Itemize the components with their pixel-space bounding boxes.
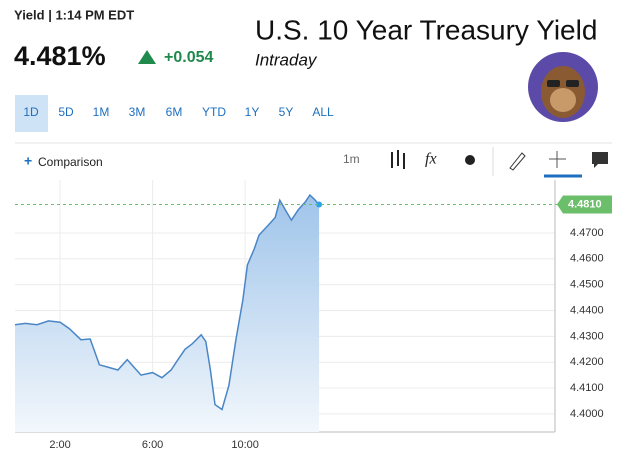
price: 4.481% (14, 41, 106, 71)
plot: 4.4000 4.4100 4.4200 4.4300 4.4400 4.4500 4.46… (14, 180, 612, 451)
x-tick-label: 6:00 (142, 439, 163, 451)
comparison-button[interactable]: Comparison (38, 155, 103, 169)
range-button[interactable]: 3M (129, 105, 146, 119)
y-tick-label: 4.4500 (570, 279, 604, 291)
change: +0.054 (164, 49, 213, 66)
range-active (15, 95, 48, 132)
y-tick-label: 4.4400 (570, 304, 604, 316)
interval-button[interactable]: 1m (343, 152, 360, 166)
range-button[interactable]: 5Y (279, 105, 294, 119)
y-tick-label: 4.4100 (570, 382, 604, 394)
area (15, 195, 320, 432)
draw-icon[interactable] (509, 152, 526, 171)
range-button[interactable]: 5D (58, 105, 74, 119)
y-tick-label: 4.4700 (570, 227, 604, 239)
range-button[interactable]: 1M (93, 105, 110, 119)
y-tick-label: 4.4600 (570, 253, 604, 265)
candles-icon[interactable] (391, 150, 405, 169)
y-tick-label: 4.4000 (570, 408, 604, 420)
note-icon[interactable] (592, 152, 608, 168)
y-tick-label: 4.4200 (570, 356, 604, 368)
last-value-label: 4.4810 (568, 198, 602, 210)
overlay-title: U.S. 10 Year Treasury Yield (255, 14, 597, 45)
line (14, 193, 320, 411)
plus-icon: + (24, 153, 32, 169)
avatar (528, 52, 598, 122)
range-button[interactable]: 6M (166, 105, 183, 119)
y-tick-label: 4.4300 (570, 330, 604, 342)
range-button[interactable]: 1D (23, 105, 39, 119)
range-button[interactable]: 1Y (245, 105, 260, 119)
x-tick-label: 2:00 (49, 439, 70, 451)
last-point (316, 201, 323, 208)
up-arrow (138, 50, 156, 64)
x-tick-label: 10:00 (231, 439, 259, 451)
range-button[interactable]: ALL (312, 105, 334, 119)
range-button[interactable]: YTD (202, 105, 226, 119)
function-button[interactable]: fx (425, 151, 437, 168)
status: Yield | 1:14 PM EDT (14, 7, 134, 22)
last-value-tag (557, 195, 612, 214)
overlay-subtitle: Intraday (255, 50, 318, 69)
settings-icon[interactable] (465, 155, 475, 165)
crosshair-icon[interactable] (549, 151, 566, 168)
